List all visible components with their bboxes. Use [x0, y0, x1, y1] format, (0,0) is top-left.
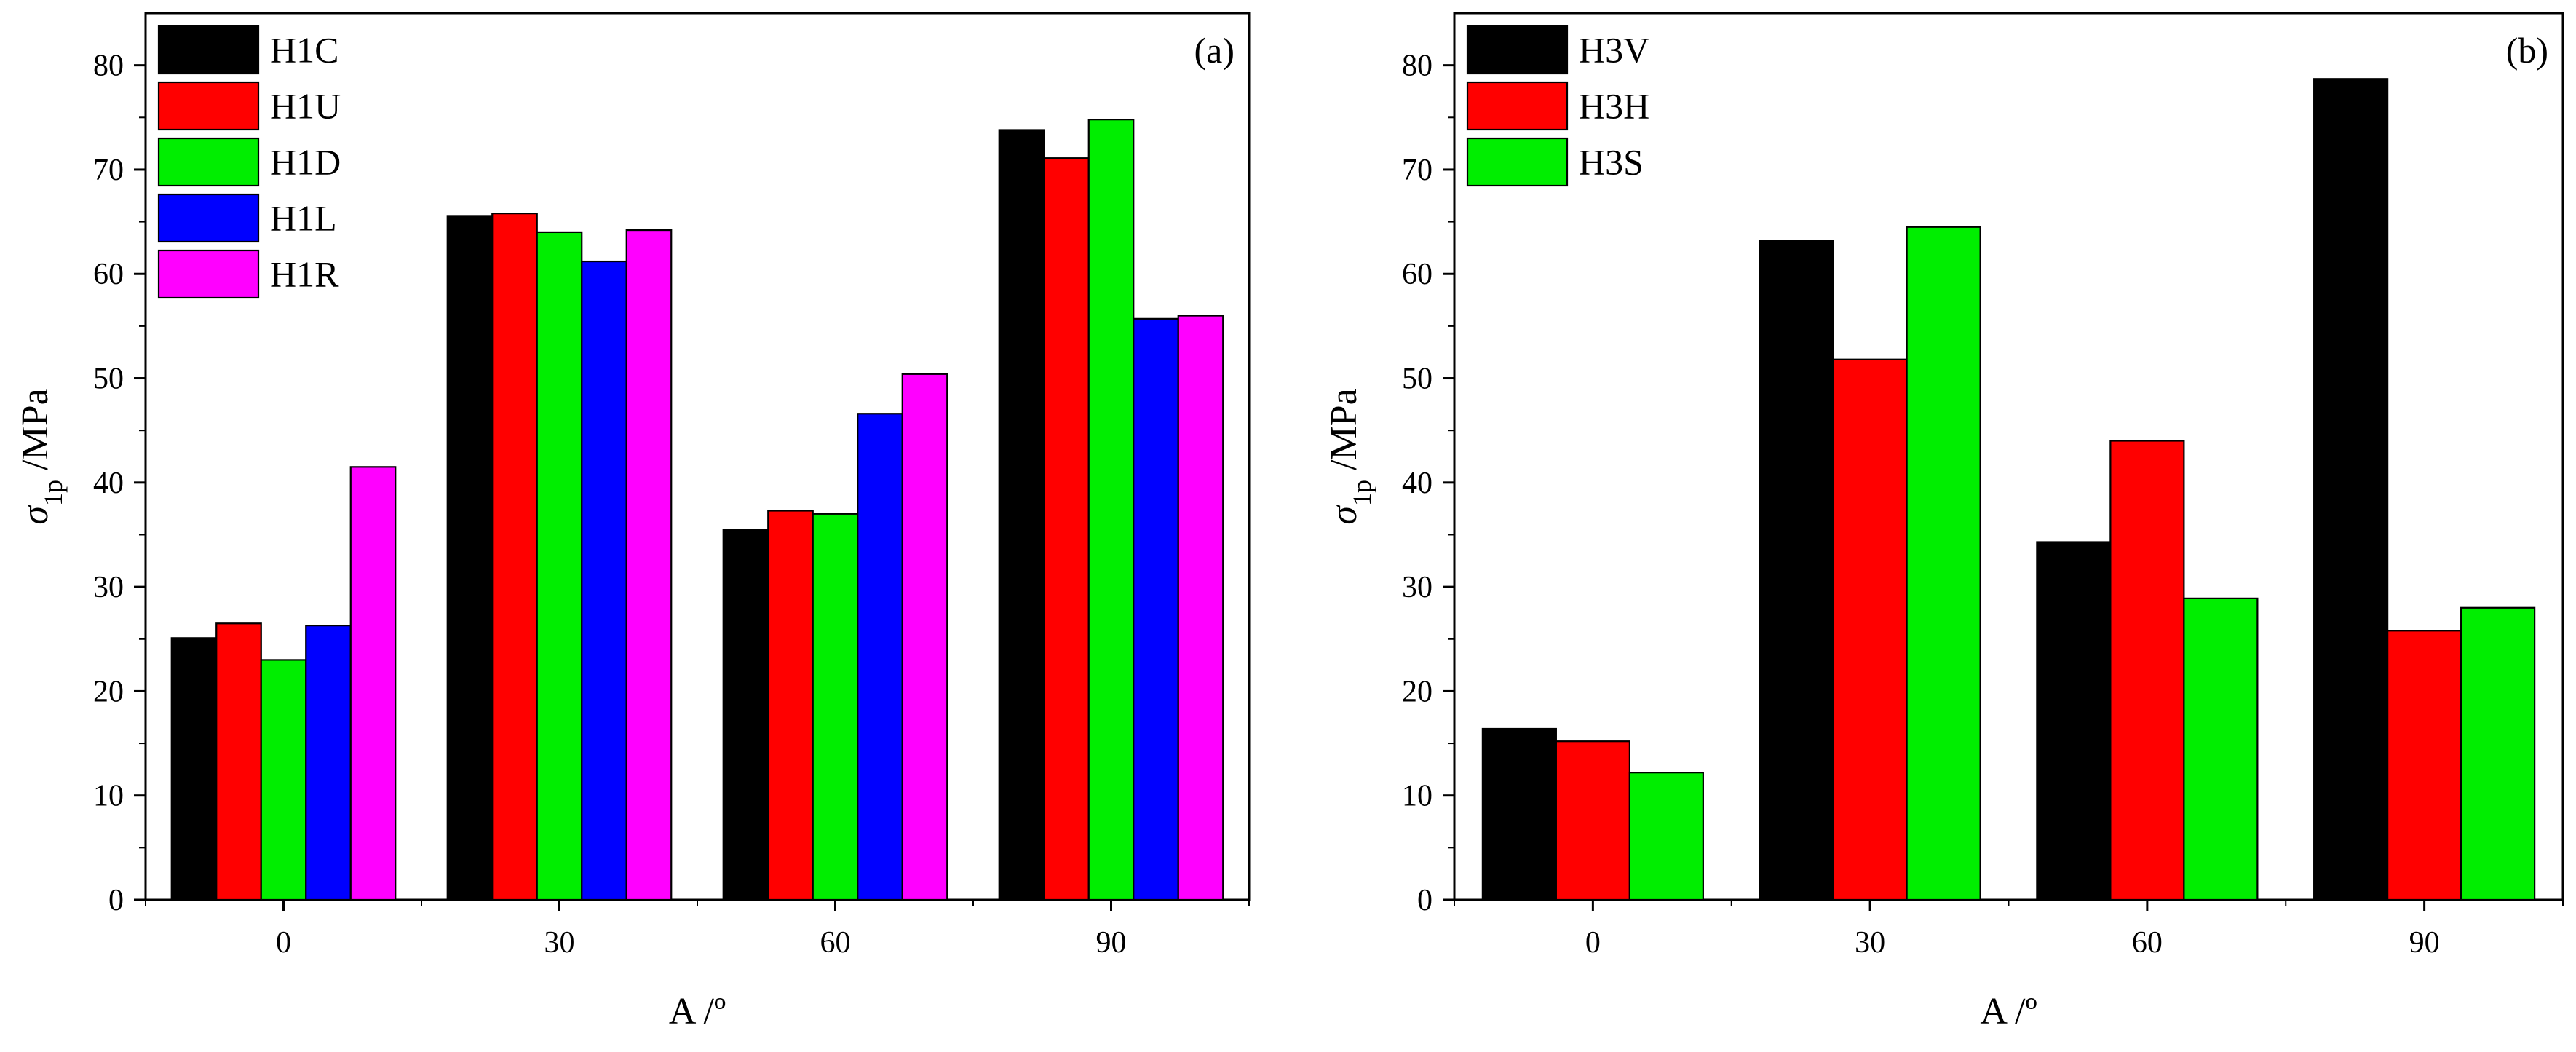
- bar-h3s-30: [1906, 226, 1981, 901]
- bar-h3s-60: [2183, 597, 2259, 901]
- bar-h1u-60: [767, 510, 814, 901]
- legend-swatch-h1r: [157, 249, 260, 299]
- bar-h3h-30: [1832, 358, 1908, 901]
- bar-h1l-0: [305, 625, 352, 901]
- x-tick-label: 30: [1855, 926, 1885, 960]
- y-tick-label: 80: [93, 50, 124, 83]
- legend-label-h1r: H1R: [270, 254, 339, 295]
- x-axis-title: A /º: [1980, 991, 2037, 1032]
- bar-h1d-90: [1087, 119, 1135, 901]
- bar-h1l-90: [1133, 317, 1179, 901]
- bar-h1c-0: [170, 637, 218, 901]
- bar-h3s-0: [1628, 772, 1704, 901]
- bar-h3v-30: [1759, 240, 1834, 901]
- y-tick-label: 40: [93, 467, 124, 500]
- panel-label: (a): [1194, 30, 1235, 71]
- bar-h1c-30: [446, 215, 494, 901]
- legend-label-h3s: H3S: [1579, 142, 1644, 183]
- y-tick-label: 40: [1402, 467, 1432, 500]
- y-tick-label: 70: [1402, 154, 1432, 187]
- y-tick-label: 60: [93, 258, 124, 291]
- chart-panel-a: 0 10 20 30 40 50 60 70 80 0 30 60 90 A /º σ1p /MPa (a) H…: [15, 12, 1251, 1032]
- x-tick-label: 30: [544, 926, 575, 960]
- legend-swatch-h3v: [1466, 25, 1569, 75]
- bar-h1u-30: [491, 213, 538, 901]
- bar-h1d-60: [812, 513, 859, 901]
- legend-swatch-h1u: [157, 81, 260, 131]
- legend-label-h3v: H3V: [1579, 30, 1649, 71]
- y-tick-label: 20: [93, 675, 124, 708]
- legend-swatch-h3h: [1466, 81, 1569, 131]
- y-axis-unit: /MPa: [1323, 388, 1365, 480]
- legend-swatch-h1l: [157, 193, 260, 243]
- bar-h3h-60: [2109, 440, 2185, 901]
- bar-h1d-0: [260, 659, 307, 901]
- legend-label-h1l: H1L: [270, 198, 337, 239]
- bar-h3v-90: [2313, 78, 2389, 901]
- y-axis-title: σ1p /MPa: [1323, 388, 1376, 524]
- x-tick-label: 90: [1096, 926, 1127, 960]
- y-tick-label: 20: [1402, 675, 1432, 708]
- y-axis-symbol: σ: [1323, 505, 1365, 525]
- chart-panel-b: 0 10 20 30 40 50 60 70 80 0 30 60 90 A /º σ1p /MPa (b) H…: [1323, 12, 2564, 1032]
- legend-swatch-h3s: [1466, 137, 1569, 187]
- x-tick-label: 0: [1585, 926, 1601, 960]
- x-axis-title: A /º: [669, 991, 726, 1032]
- x-tick-label: 60: [2132, 926, 2163, 960]
- y-tick-label: 50: [93, 363, 124, 396]
- y-tick-label: 60: [1402, 258, 1432, 291]
- bar-h1r-60: [901, 373, 948, 901]
- y-tick-label: 30: [1402, 571, 1432, 604]
- bar-h1c-60: [722, 529, 769, 901]
- y-tick-label: 30: [93, 571, 124, 604]
- y-axis-symbol: σ: [15, 505, 56, 525]
- legend-label-h1d: H1D: [270, 142, 341, 183]
- bar-h1r-30: [625, 229, 673, 901]
- bar-h1l-30: [581, 260, 627, 901]
- bar-h1r-90: [1177, 315, 1224, 901]
- bar-h3v-0: [1481, 727, 1557, 901]
- y-axis-unit: /MPa: [15, 388, 56, 480]
- bar-h1l-60: [857, 413, 903, 901]
- bar-h3h-0: [1555, 740, 1630, 901]
- bar-h1c-90: [998, 129, 1045, 901]
- y-tick-label: 50: [1402, 363, 1432, 396]
- bar-h1r-0: [349, 466, 397, 901]
- y-tick-label: 0: [108, 884, 124, 917]
- y-tick-label: 10: [93, 780, 124, 813]
- y-tick-label: 80: [1402, 50, 1432, 83]
- legend-label-h3h: H3H: [1579, 86, 1649, 127]
- legend-swatch-h1d: [157, 137, 260, 187]
- x-tick-label: 90: [2409, 926, 2440, 960]
- x-tick-label: 0: [276, 926, 291, 960]
- legend-swatch-h1c: [157, 25, 260, 75]
- y-tick-label: 70: [93, 154, 124, 187]
- bar-h1u-0: [215, 622, 262, 901]
- y-axis-title: σ1p /MPa: [15, 388, 68, 524]
- bar-h3h-90: [2387, 630, 2462, 901]
- y-tick-label: 10: [1402, 780, 1432, 813]
- y-axis-subscript: 1p: [39, 480, 68, 506]
- y-axis-subscript: 1p: [1347, 480, 1376, 506]
- legend-label-h1c: H1C: [270, 30, 338, 71]
- panel-label: (b): [2506, 30, 2548, 71]
- x-tick-label: 60: [820, 926, 851, 960]
- bar-h1u-90: [1043, 157, 1090, 901]
- legend-label-h1u: H1U: [270, 86, 341, 127]
- bar-h3s-90: [2460, 606, 2536, 901]
- bar-h3v-60: [2036, 541, 2112, 901]
- y-tick-label: 0: [1417, 884, 1432, 917]
- bar-h1d-30: [536, 231, 583, 901]
